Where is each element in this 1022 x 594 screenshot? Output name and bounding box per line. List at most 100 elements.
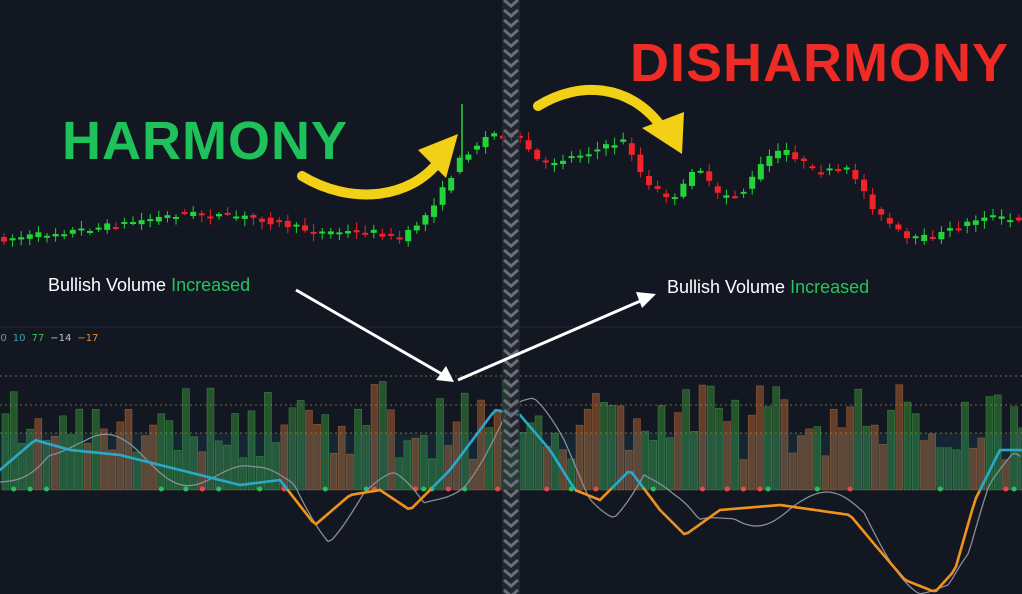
signal-line [299, 495, 305, 505]
chevron [503, 428, 519, 438]
signal-line [7, 480, 13, 482]
signal-line [523, 398, 529, 401]
annotation-highlight: Increased [790, 277, 870, 297]
signal-line [283, 476, 289, 481]
chevron [503, 408, 519, 418]
signal-line [607, 514, 613, 518]
candle-body [663, 193, 670, 198]
candle-body [61, 234, 68, 237]
oscillator-line [978, 480, 986, 492]
signal-line [943, 584, 949, 587]
signal-line [15, 477, 21, 481]
signal-line [231, 466, 237, 470]
signal-line [771, 519, 777, 523]
candle-body [370, 229, 377, 233]
volume-bar [780, 399, 789, 491]
signal-line [31, 468, 37, 473]
candle-body [551, 162, 558, 166]
candle-body [835, 169, 842, 172]
volume-bar [772, 386, 781, 491]
signal-dot [183, 486, 189, 492]
volume-bar [247, 410, 256, 491]
volume-bar [231, 413, 239, 491]
candle-body [886, 217, 893, 224]
signal-line [323, 536, 329, 542]
volume-bar [895, 384, 904, 491]
signal-line [839, 494, 845, 498]
candles [1, 104, 1022, 247]
signal-line [787, 506, 793, 512]
candle-body [405, 229, 412, 242]
signal-line [979, 500, 985, 515]
signal-line [847, 498, 853, 503]
signal-line [115, 435, 121, 439]
signal-line [267, 468, 273, 472]
chevron [503, 148, 519, 158]
signal-line [871, 528, 877, 537]
volume-bar [920, 440, 928, 491]
signal-line [223, 469, 229, 473]
volume-bar [34, 418, 43, 491]
signal-line [335, 529, 341, 536]
signal-line [967, 541, 973, 555]
volume-bar [346, 453, 354, 491]
signal-line [355, 499, 361, 507]
volume-bar [190, 436, 198, 491]
chevron [503, 0, 519, 8]
volume-bar [337, 425, 346, 491]
signal-line [651, 478, 657, 483]
volume-bar [887, 409, 895, 491]
volume-bar [469, 458, 477, 491]
signal-line [675, 495, 681, 500]
candle-body [474, 145, 480, 150]
candle-body [250, 214, 257, 218]
volume-bar [870, 424, 879, 491]
candle-body [104, 223, 111, 230]
candle-body [775, 150, 781, 159]
yellow-arrowhead [642, 112, 684, 154]
signal-line [139, 452, 145, 458]
signal-line [327, 539, 333, 543]
chevron [503, 188, 519, 198]
signal-line [431, 499, 437, 502]
signal-line [491, 434, 497, 444]
signal-line [319, 530, 325, 537]
signal-line [487, 442, 493, 451]
candle-body [620, 139, 627, 142]
volume-bar [485, 427, 494, 491]
volume-bar [1, 413, 10, 491]
signal-line [111, 434, 117, 437]
candle-body [155, 216, 162, 222]
chevron [503, 8, 519, 18]
volume-bar [50, 435, 59, 491]
candle-body [69, 229, 76, 234]
chevron [503, 388, 519, 398]
candle-body [44, 235, 50, 238]
volume-bar [526, 422, 535, 491]
signal-line [411, 487, 417, 493]
candle-body [757, 164, 764, 180]
volume-bar [132, 451, 141, 491]
candle-body [224, 212, 231, 215]
candle-body [740, 191, 747, 194]
volume-bar [993, 394, 1002, 491]
candle-body [869, 194, 876, 210]
volume-bar [879, 444, 887, 491]
signal-line [275, 472, 281, 476]
volume-bar [829, 408, 838, 491]
candle-body [293, 224, 300, 227]
candle-body [276, 220, 283, 223]
signal-dot [27, 486, 33, 492]
chevron [503, 208, 519, 218]
signal-line [879, 543, 885, 552]
volume-bar [149, 424, 157, 491]
chevron [503, 338, 519, 348]
signal-line [695, 515, 701, 520]
signal-line [423, 501, 429, 504]
signal-line [575, 467, 581, 478]
chevron [503, 368, 519, 378]
volume-bar [477, 399, 485, 491]
candle-body [138, 220, 145, 225]
candle-body [319, 231, 326, 234]
